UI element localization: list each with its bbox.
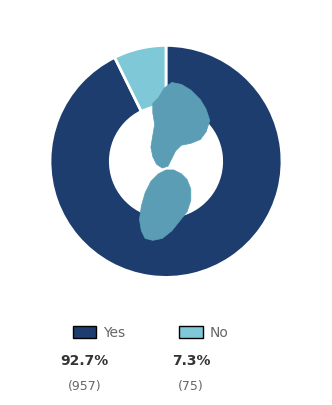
Polygon shape <box>139 171 191 241</box>
Polygon shape <box>151 83 210 168</box>
FancyBboxPatch shape <box>179 326 203 338</box>
Text: (957): (957) <box>68 379 102 392</box>
Wedge shape <box>115 46 166 112</box>
Text: 92.7%: 92.7% <box>60 354 109 367</box>
Text: (75): (75) <box>178 379 204 392</box>
Text: Yes: Yes <box>103 325 125 339</box>
Text: No: No <box>209 325 228 339</box>
Text: 7.3%: 7.3% <box>172 354 210 367</box>
FancyBboxPatch shape <box>73 326 96 338</box>
Wedge shape <box>50 46 282 278</box>
